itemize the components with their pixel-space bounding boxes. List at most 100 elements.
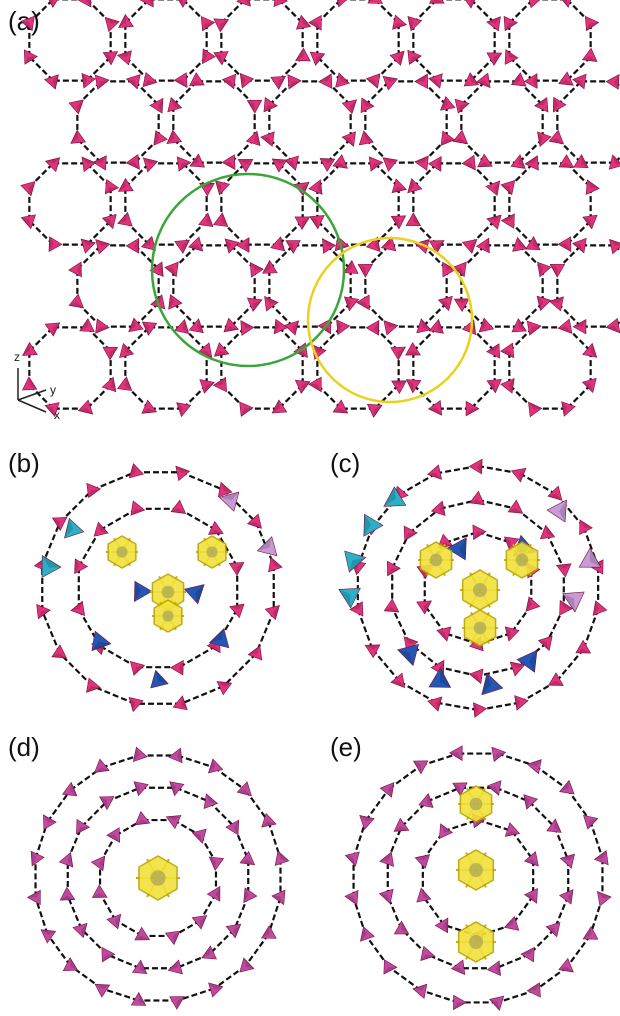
pore-6-linker xyxy=(76,138,102,164)
pore-20-linker xyxy=(326,244,352,270)
outer-ring-e-node xyxy=(489,995,505,1011)
pore-11-node xyxy=(605,74,620,90)
pore-7-node xyxy=(189,153,206,168)
pore-10-node xyxy=(452,129,469,145)
pore-19-node xyxy=(249,262,264,278)
pore-11-node xyxy=(548,129,564,145)
mid-ring-d-linker xyxy=(208,800,236,828)
pore-18-node xyxy=(149,261,164,278)
cyan-node xyxy=(64,517,85,539)
pore-23-node xyxy=(572,237,587,254)
pore-15-linker xyxy=(374,220,400,246)
outer-ring-b-linker xyxy=(180,685,224,705)
pore-5-node xyxy=(584,15,600,32)
pore-26-node xyxy=(271,399,288,414)
pore-14-node xyxy=(237,159,254,173)
pore-22-node xyxy=(512,236,528,252)
pore-11-linker xyxy=(614,155,620,164)
outer-ring-e-node xyxy=(526,759,542,775)
pore-21-node xyxy=(356,294,370,311)
inner-ring-c-node xyxy=(403,525,418,542)
outer-ring-b-node xyxy=(264,605,280,621)
pore-2-node xyxy=(213,51,229,66)
pore-5-node xyxy=(504,49,519,65)
pore-19-linker xyxy=(172,302,198,328)
outer-ring-d-node xyxy=(169,996,185,1010)
outer-ring-e-linker xyxy=(566,934,592,968)
pore-15-node xyxy=(309,215,325,230)
pore-1-node xyxy=(200,15,216,32)
outer-ring-c-linker xyxy=(356,608,374,650)
pore-2-node xyxy=(295,47,311,62)
pore-15-linker xyxy=(316,162,342,188)
inner-ring-d-node xyxy=(165,815,182,830)
cage-structure-e xyxy=(344,745,612,1011)
outer-ring-e-linker xyxy=(420,752,459,767)
core-ring-c-linker xyxy=(444,530,479,544)
pore-3-node xyxy=(365,73,381,89)
inner-ring-d-node xyxy=(208,856,225,872)
outer-ring-b-node xyxy=(86,482,101,499)
pore-18-node xyxy=(95,239,111,255)
pore-24-node xyxy=(21,376,38,391)
mid-ring-d-linker xyxy=(208,928,236,956)
outer-ring-e-linker xyxy=(534,764,568,790)
pore-12-node xyxy=(20,214,36,230)
inner-ring-e-node xyxy=(523,851,539,867)
inner-ring-b-linker xyxy=(215,608,239,647)
pore-16-node xyxy=(407,178,423,194)
pore-25-node xyxy=(176,402,192,418)
pore-29-node xyxy=(557,318,573,334)
pore-8-node xyxy=(263,97,278,113)
pore-2-node xyxy=(213,18,230,33)
pore-21-node xyxy=(380,236,397,252)
pore-15-node xyxy=(332,154,348,169)
outer-ring-e-node xyxy=(526,982,541,998)
outer-ring-d-linker xyxy=(177,754,215,769)
pore-29-node xyxy=(500,378,515,394)
mid-ring-d-linker xyxy=(80,800,108,828)
pore-19-linker xyxy=(230,302,256,328)
outer-ring-b-node xyxy=(128,463,145,479)
pore-15-node xyxy=(365,236,381,252)
pore-19-node xyxy=(164,261,179,278)
inner-ring-d-node xyxy=(206,886,221,902)
pore-20-node xyxy=(284,320,300,336)
pore-22-node xyxy=(536,295,552,312)
pore-23-node xyxy=(548,296,564,312)
outer-ring-d-node xyxy=(261,812,277,828)
pore-5-node xyxy=(523,73,538,89)
pore-3-node xyxy=(392,14,408,30)
outer-ring-e-node xyxy=(344,889,359,906)
mid-ring-e-linker xyxy=(495,953,530,970)
pore-8-node xyxy=(287,74,302,90)
pore-2-linker xyxy=(278,0,304,24)
pore-13-node xyxy=(176,156,192,172)
inner-ring-c-node xyxy=(507,499,524,514)
pore-0-node xyxy=(102,51,119,66)
yellow-cluster xyxy=(456,921,496,963)
inner-ring-c-node xyxy=(555,563,572,578)
pore-10-node xyxy=(475,72,491,89)
outer-ring-b-node xyxy=(246,513,262,529)
pore-3-node xyxy=(309,51,326,66)
inner-ring-d-node xyxy=(106,827,121,843)
inner-ring-d-linker xyxy=(99,892,117,921)
inner-ring-c-linker xyxy=(439,666,479,678)
outer-ring-e-linker xyxy=(364,788,390,822)
pore-8-node xyxy=(341,99,357,115)
pore-17-node xyxy=(525,236,541,251)
inner-ring-b-node xyxy=(169,659,184,676)
pore-14-node xyxy=(215,180,231,196)
pore-17-node xyxy=(524,155,539,171)
pore-7-node xyxy=(221,154,236,170)
mid-ring-d-node xyxy=(203,793,219,809)
inner-ring-d-linker xyxy=(115,919,144,937)
pore-2-node xyxy=(239,73,255,89)
pore-28-linker xyxy=(412,384,438,410)
blue-node xyxy=(150,669,169,689)
outer-ring-b-node xyxy=(128,696,144,713)
mid-ring-e-node xyxy=(523,794,539,810)
mid-ring-e-linker xyxy=(528,800,556,828)
pore-27-node xyxy=(390,346,407,361)
